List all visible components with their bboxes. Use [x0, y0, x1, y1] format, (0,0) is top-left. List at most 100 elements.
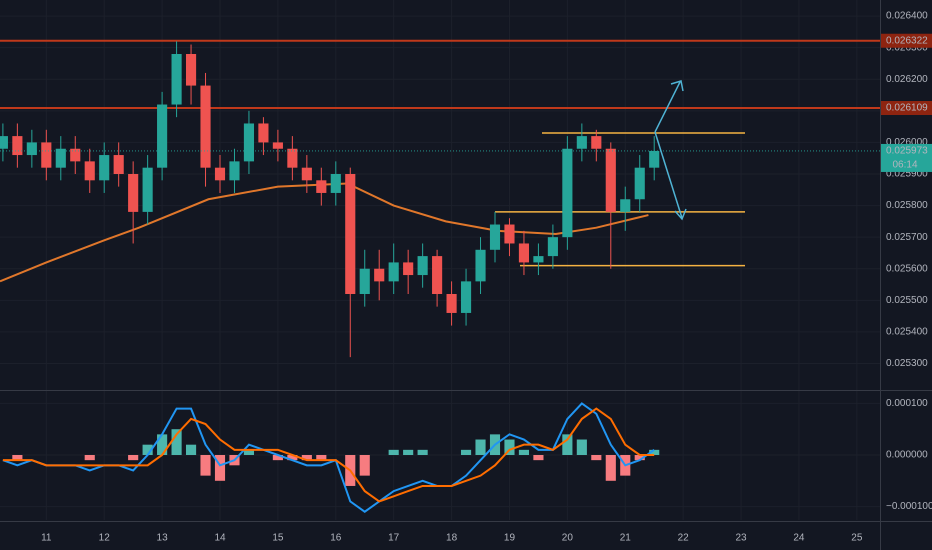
candle-body	[128, 174, 139, 212]
candle-body	[200, 85, 211, 168]
histogram-bar	[475, 439, 486, 455]
x-tick-label: 23	[735, 533, 747, 544]
level-badge	[881, 101, 932, 115]
x-tick-label: 22	[678, 533, 690, 544]
histogram-bar	[128, 455, 139, 461]
candle-body	[229, 161, 240, 181]
candle-body	[345, 174, 356, 294]
candle-body	[70, 148, 81, 162]
x-tick-label: 16	[330, 533, 342, 544]
candle-body	[388, 262, 399, 282]
candle-body	[272, 142, 283, 149]
histogram-bar	[200, 455, 211, 476]
candle-body	[359, 268, 370, 294]
candle-body	[258, 123, 269, 143]
y-tick-label: 0.026000	[886, 137, 928, 148]
x-tick-label: 15	[272, 533, 284, 544]
x-tick-label: 20	[562, 533, 574, 544]
histogram-bar	[417, 449, 428, 455]
last-price-label: 0.025973	[886, 146, 928, 157]
candle-body	[243, 123, 255, 162]
candle-body	[12, 136, 23, 156]
y-tick-label: 0.025400	[886, 327, 928, 338]
candle-body	[142, 167, 153, 212]
arrow-up-head	[670, 80, 684, 92]
candle-body	[374, 268, 385, 282]
y-tick-label: 0.025300	[886, 358, 928, 369]
histogram-bar	[316, 455, 327, 461]
candle-body	[417, 256, 428, 276]
candle-body	[185, 54, 197, 86]
candle-body	[504, 224, 515, 244]
forecast-arrows	[654, 80, 687, 221]
candle-body	[446, 294, 457, 313]
candle-body	[605, 148, 616, 212]
candle-body	[316, 180, 327, 193]
histogram-bar	[576, 439, 587, 455]
y-tick-label: 0.000100	[886, 398, 928, 409]
histogram-bar	[460, 449, 472, 455]
y-tick-label: 0.025800	[886, 200, 928, 211]
y-tick-label: 0.025600	[886, 263, 928, 274]
x-tick-label: 11	[41, 533, 52, 544]
histogram-bar	[12, 455, 23, 461]
candle-body	[562, 148, 573, 238]
x-tick-label: 12	[99, 533, 111, 544]
histogram-bar	[591, 455, 602, 461]
histogram-bar	[605, 455, 616, 481]
arrow-down-head	[674, 208, 687, 221]
histogram-bar	[388, 449, 399, 455]
candle-body	[432, 256, 443, 294]
histogram-bar	[142, 444, 153, 455]
x-tick-label: 18	[446, 533, 458, 544]
y-tick-label: 0.026200	[886, 74, 928, 85]
candle-body	[26, 142, 37, 156]
macd-line	[2, 407, 655, 503]
level-label: 0.026322	[886, 35, 928, 46]
candle-body	[301, 167, 312, 181]
level-badge	[881, 33, 932, 48]
y-tick-label: 0.025700	[886, 232, 928, 243]
y-tick-label: 0.025500	[886, 295, 928, 306]
histogram-bar	[287, 455, 298, 461]
candle-body	[533, 256, 544, 263]
histogram-bar	[171, 429, 182, 455]
candle-body	[171, 54, 182, 105]
histogram-bar	[185, 444, 197, 455]
candle-body	[55, 148, 66, 168]
histogram-bar	[214, 455, 226, 481]
x-tick-label: 14	[214, 533, 226, 544]
y-tick-label: 0.026300	[886, 42, 928, 53]
candle-body	[330, 174, 341, 193]
candle-body	[287, 148, 298, 168]
y-tick-label: 0.000000	[886, 450, 928, 461]
x-tick-label: 13	[157, 533, 169, 544]
candle-body	[634, 167, 645, 200]
y-tick-label: 0.025900	[886, 169, 928, 180]
level-label: 0.026109	[886, 103, 928, 114]
histogram-bar	[157, 434, 168, 455]
candle-body	[0, 136, 8, 149]
candle-body	[84, 161, 95, 181]
candle-body	[113, 155, 124, 174]
histogram-bar	[403, 449, 414, 455]
candle-body	[403, 262, 414, 276]
histogram-bar	[504, 439, 515, 455]
histogram-bar	[301, 455, 312, 461]
x-tick-label: 21	[620, 533, 632, 544]
candle-body	[620, 199, 631, 212]
candle-body	[547, 237, 558, 257]
histogram-bar	[634, 455, 645, 461]
countdown-label: 06:14	[892, 160, 917, 171]
histogram-bar	[243, 449, 255, 455]
histogram-bar	[518, 449, 530, 455]
last-price-badge	[881, 143, 932, 172]
arrow-up	[654, 81, 681, 133]
candle-body	[157, 104, 168, 168]
candle-body	[475, 249, 486, 282]
histogram-bar	[562, 434, 573, 455]
candle-body	[576, 136, 587, 149]
arrow-down	[654, 131, 683, 219]
